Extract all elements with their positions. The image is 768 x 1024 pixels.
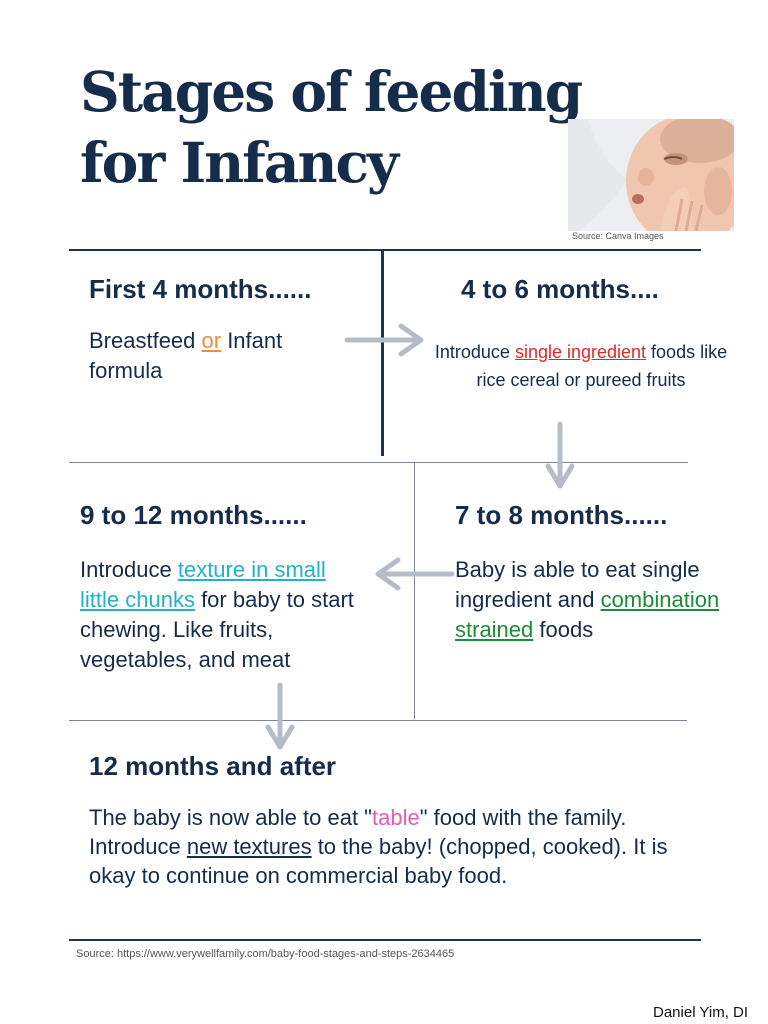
page-title: Stages of feeding for Infancy — [80, 59, 583, 195]
source-link[interactable]: Source: https://www.verywellfamily.com/b… — [76, 948, 455, 960]
upper-column-divider — [381, 250, 384, 456]
stage-1-highlight: or — [201, 328, 222, 353]
lower-column-divider — [414, 463, 415, 719]
stage-5-text: The baby is now able to eat "table" food… — [89, 805, 668, 888]
stage-5-highlight-table: table — [371, 805, 420, 830]
arrow-down-icon — [545, 421, 575, 489]
footer-divider — [69, 939, 701, 941]
author-name: Daniel Yim, DI — [653, 1004, 749, 1021]
stage-3-text: Baby is able to eat single ingredient an… — [455, 557, 720, 642]
photo-credit: Source: Canva Images — [572, 231, 664, 241]
stage-3-heading: 7 to 8 months...... — [455, 500, 668, 530]
arrow-down-icon — [265, 682, 295, 750]
stage-2-heading: 4 to 6 months.... — [461, 274, 659, 304]
stage-5-highlight-new-textures: new textures — [186, 834, 312, 859]
stage-5-heading: 12 months and after — [89, 751, 337, 781]
baby-face-image — [568, 119, 734, 231]
stage-1-heading: First 4 months...... — [89, 274, 312, 304]
middle-divider — [69, 462, 688, 463]
top-divider — [69, 249, 701, 251]
bottom-section-divider — [69, 720, 687, 721]
stage-4-text: Introduce texture in small little chunks… — [80, 557, 354, 672]
stage-4-heading: 9 to 12 months...... — [80, 500, 307, 530]
stage-3-highlight: combination strained — [455, 587, 720, 642]
stage-1-text: Breastfeed or Infant formula — [89, 328, 283, 383]
arrow-right-icon — [344, 323, 424, 357]
stage-2-text: Introduce single ingredient foods like r… — [434, 342, 728, 390]
arrow-left-icon — [375, 557, 455, 591]
stage-2-highlight: single ingredient — [514, 342, 647, 362]
baby-photo — [568, 119, 734, 231]
stage-4-highlight: texture in small little chunks — [80, 557, 326, 612]
